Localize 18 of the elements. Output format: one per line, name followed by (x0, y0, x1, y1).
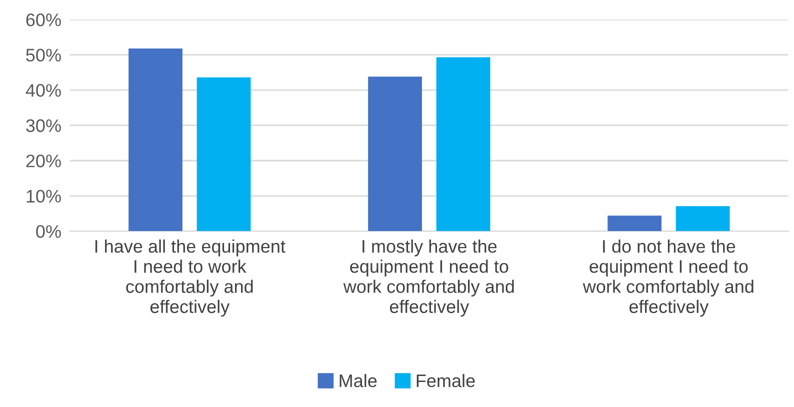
bar (608, 216, 662, 232)
y-tick-label: 50% (26, 48, 61, 62)
legend-label: Male (340, 374, 377, 388)
y-tick-label: 0% (36, 225, 61, 238)
bar (368, 76, 422, 232)
bar (128, 48, 182, 232)
x-tick-label: I have all the equipment I need to work comfortably and effectively (95, 240, 286, 317)
bar (676, 206, 730, 232)
y-tick-label: 40% (26, 84, 61, 97)
y-tick-label: 60% (26, 13, 61, 26)
x-tick-label: I do not have the equipment I need to work comfortably and effectively (582, 240, 754, 317)
legend-label: Female (416, 374, 475, 388)
bar (196, 77, 251, 232)
y-tick-label: 20% (26, 154, 61, 168)
y-tick-label: 10% (26, 190, 61, 203)
y-tick-label: 30% (26, 119, 61, 132)
bar (436, 57, 490, 232)
x-tick-label: I mostly have the equipment I need to work comfortably and effectively (343, 240, 514, 317)
